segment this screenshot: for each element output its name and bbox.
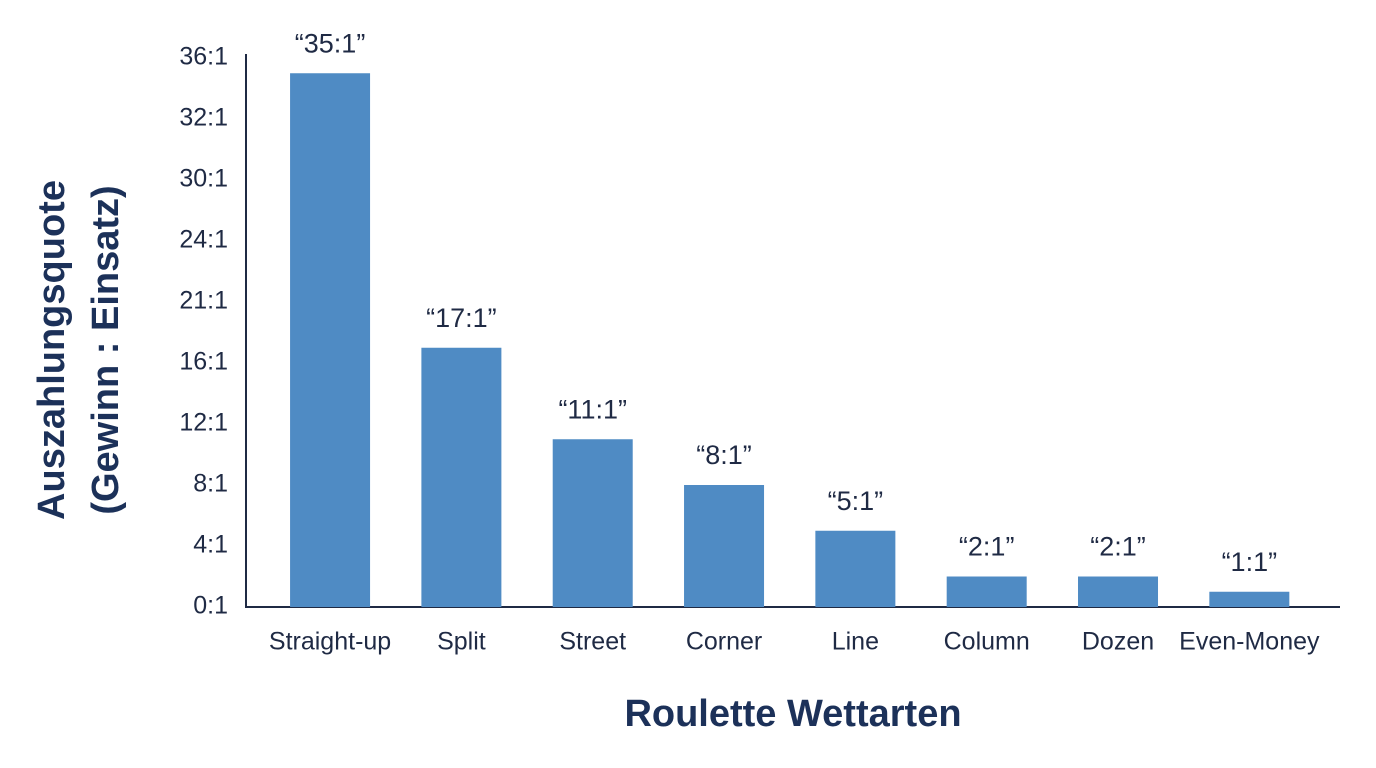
x-tick-label: Dozen — [1082, 628, 1154, 656]
bar — [1209, 591, 1290, 607]
y-tick-label: 4:1 — [193, 531, 228, 559]
y-axis-title: (Gewinn : Einsatz) — [85, 185, 127, 514]
x-tick-label: Straight-up — [269, 628, 391, 656]
x-tick-label: Split — [437, 628, 486, 656]
bar — [421, 347, 502, 607]
x-tick-label: Street — [559, 628, 626, 656]
bar — [946, 576, 1027, 607]
x-axis-title: Roulette Wettarten — [624, 693, 961, 735]
y-tick-label: 8:1 — [193, 470, 228, 498]
y-tick-label: 30:1 — [179, 165, 228, 193]
value-label: “8:1” — [696, 440, 752, 470]
y-tick-label: 24:1 — [179, 226, 228, 254]
x-tick-label: Corner — [686, 628, 762, 656]
value-label: “2:1” — [1090, 532, 1146, 562]
y-tick-label: 36:1 — [179, 43, 228, 71]
y-tick-label: 12:1 — [179, 409, 228, 437]
x-tick-label: Even-Money — [1179, 628, 1320, 656]
bar — [552, 439, 633, 607]
y-tick-label: 0:1 — [193, 592, 228, 620]
value-label: “1:1” — [1222, 547, 1278, 577]
y-tick-label: 21:1 — [179, 287, 228, 315]
y-tick-label: 32:1 — [179, 104, 228, 132]
value-label: “5:1” — [828, 486, 884, 516]
x-tick-label: Line — [832, 628, 879, 656]
bar — [1078, 576, 1159, 607]
bar — [815, 530, 896, 607]
y-axis-title: Auszahlungsquote — [31, 180, 73, 520]
value-label: “2:1” — [959, 532, 1015, 562]
value-label: “35:1” — [295, 28, 366, 58]
y-tick-label: 16:1 — [179, 348, 228, 376]
value-label: “17:1” — [426, 303, 497, 333]
bar — [684, 485, 765, 607]
bar — [290, 73, 371, 607]
x-tick-label: Column — [944, 628, 1030, 656]
value-label: “11:1” — [558, 394, 627, 424]
